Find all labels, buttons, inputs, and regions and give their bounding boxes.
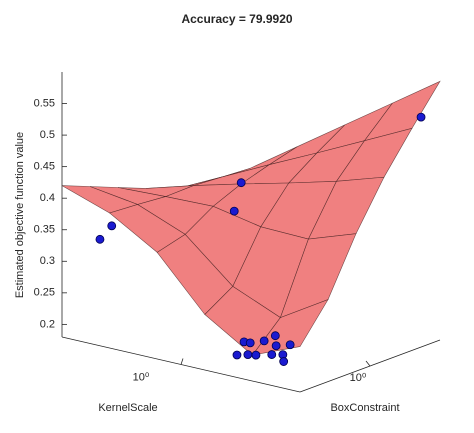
observed-point — [285, 340, 295, 350]
z-tick-label: 0.4 — [40, 192, 55, 204]
x-tick — [180, 358, 184, 365]
observed-point — [416, 112, 426, 122]
observed-point — [270, 331, 280, 341]
observed-point — [107, 221, 117, 231]
observed-point — [232, 350, 242, 360]
observed-point — [95, 234, 105, 244]
y-tick-label: 10⁰ — [350, 372, 367, 384]
observed-point — [229, 206, 239, 216]
y-axis-label: BoxConstraint — [330, 402, 399, 414]
observed-point — [236, 178, 246, 188]
observed-point — [245, 338, 255, 348]
observed-point — [251, 350, 261, 360]
z-tick-label: 0.55 — [34, 97, 55, 109]
y-tick — [365, 360, 371, 367]
x-axis-label: KernelScale — [98, 402, 157, 414]
observed-point — [259, 336, 269, 346]
observed-point — [243, 350, 253, 360]
chart-title: Accuracy = 79.9920 — [181, 12, 292, 26]
z-tick-label: 0.5 — [40, 129, 55, 141]
z-tick-label: 0.25 — [34, 287, 55, 299]
plot-area: 0.2 0.25 0.3 0.35 0.4 0.45 0.5 0.55 10⁰ 10⁰ — [34, 80, 441, 384]
z-tick-label: 0.45 — [34, 161, 55, 173]
observed-point — [279, 357, 289, 366]
z-tick-label: 0.3 — [40, 255, 55, 267]
z-axis-label: Estimated objective function value — [14, 132, 26, 298]
observed-point — [267, 350, 277, 359]
z-tick-label: 0.35 — [34, 224, 55, 236]
z-tick-label: 0.2 — [40, 318, 55, 330]
observed-point — [271, 341, 281, 351]
x-tick-label: 10⁰ — [133, 371, 150, 383]
